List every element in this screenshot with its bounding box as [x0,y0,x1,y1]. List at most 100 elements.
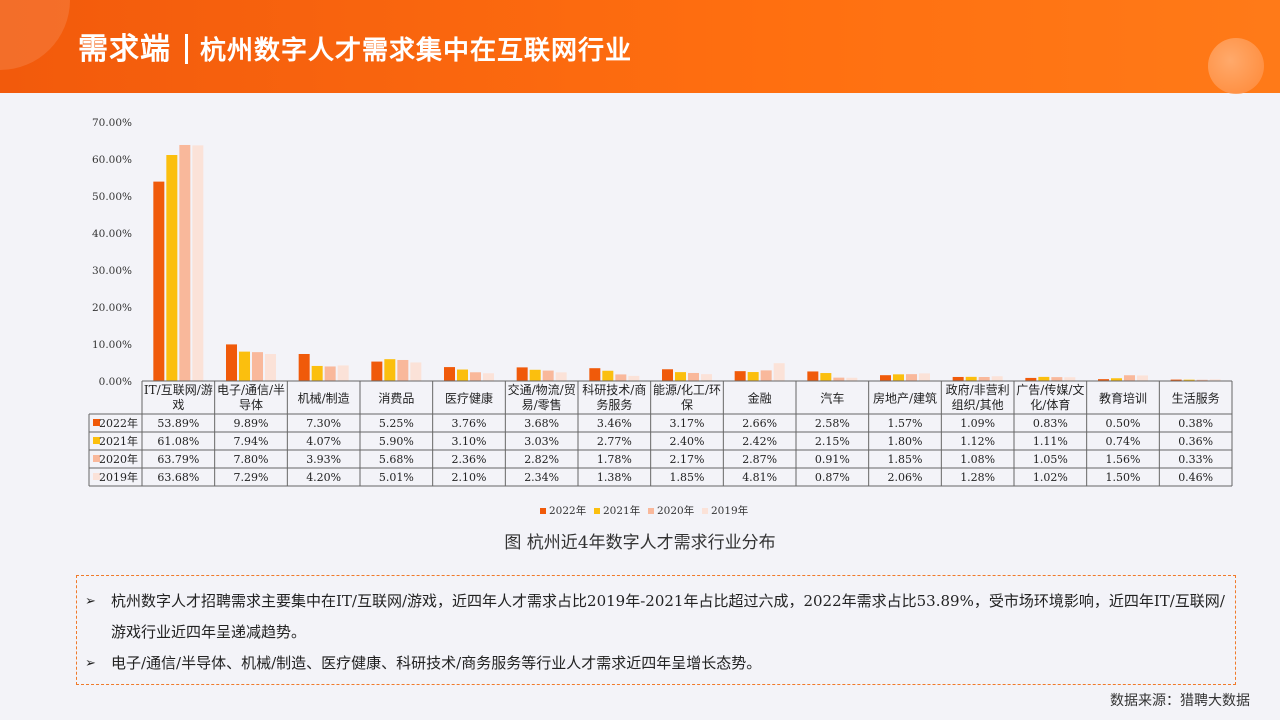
legend-key [702,508,708,514]
data-label: 1.02% [1033,471,1068,484]
data-label: 2.42% [742,435,777,448]
bar-2020年-7 [688,372,699,381]
bar-2020年-0 [179,144,191,381]
data-label: 2.36% [452,453,487,466]
category-label: 保 [681,398,693,412]
data-label: 63.79% [157,453,199,466]
category-label: 金融 [748,391,772,406]
data-label: 3.03% [524,435,559,448]
category-label: 房地产/建筑 [873,391,937,406]
data-label: 2.40% [670,435,705,448]
bar-2022年-0 [153,181,165,381]
bar-2022年-9 [807,371,819,381]
bar-2021年-3 [384,359,396,381]
legend-key [540,508,546,514]
category-label: 广告/传媒/文 [1016,382,1084,397]
data-label: 3.10% [452,435,487,448]
note-item: ➢ 电子/通信/半导体、机械/制造、医疗健康、科研技术/商务服务等行业人才需求近… [85,648,1227,679]
bar-2019年-10 [919,373,930,381]
data-label: 4.20% [306,471,341,484]
legend-key [594,508,600,514]
category-label: 能源/化工/环 [653,383,721,397]
title-separator [185,34,188,64]
data-label: 3.76% [452,417,487,430]
data-label: 2.66% [742,417,777,430]
bar-2019年-7 [701,374,712,381]
bar-2019年-8 [773,363,785,381]
chart-caption: 图 杭州近4年数字人才需求行业分布 [504,533,776,553]
bar-2021年-9 [820,373,832,381]
data-label: 0.38% [1178,417,1213,430]
data-label: 3.46% [597,417,632,430]
bar-2022年-5 [516,367,528,381]
data-label: 5.68% [379,453,414,466]
category-label: 医疗健康 [445,391,493,406]
row-series-label: 2019年 [99,470,138,484]
row-series-label: 2021年 [99,434,138,448]
data-label: 0.74% [1106,435,1141,448]
data-label: 4.07% [306,435,341,448]
row-series-label: 2020年 [99,452,138,466]
data-label: 1.50% [1106,471,1141,484]
data-label: 1.05% [1033,453,1068,466]
data-label: 3.17% [670,417,705,430]
bar-2021年-11 [965,376,977,381]
data-label: 0.46% [1178,471,1213,484]
notes-box: ➢ 杭州数字人才招聘需求主要集中在IT/互联网/游戏，近四年人才需求占比2019… [76,575,1236,685]
data-label: 9.89% [234,417,269,430]
bar-2019年-1 [265,354,276,381]
note-item: ➢ 杭州数字人才招聘需求主要集中在IT/互联网/游戏，近四年人才需求占比2019… [85,586,1227,648]
category-label: 组织/其他 [952,398,1004,412]
row-legend-key [93,419,100,426]
bar-2019年-3 [410,362,422,381]
bar-2019年-0 [192,145,204,381]
data-label: 4.81% [742,471,777,484]
category-label: 电子/通信/半 [217,383,285,397]
data-label: 0.33% [1178,453,1213,466]
bar-2022年-12 [1025,377,1037,381]
bar-2020年-13 [1124,375,1135,381]
category-label: 易/零售 [522,397,562,412]
category-label: 汽车 [820,391,844,406]
data-label: 1.11% [1033,435,1068,448]
page-title: 需求端 杭州数字人才需求集中在互联网行业 [78,24,632,68]
row-legend-key [93,455,100,462]
data-label: 2.10% [452,471,487,484]
data-label: 2.77% [597,435,632,448]
data-label: 53.89% [157,417,199,430]
bar-chart: 0.00% 10.00% 20.00% 30.00% 40.00% 50.00% 60.00… [88,117,1233,517]
data-label: 0.91% [815,453,850,466]
category-label: 务服务 [596,397,632,412]
bar-2022年-1 [226,344,237,381]
bar-2019年-5 [555,372,567,381]
bar-2019年-6 [628,375,640,381]
y-tick-label: 0.00% [99,376,132,388]
data-label: 7.29% [234,471,269,484]
data-label: 1.09% [960,417,995,430]
arrow-bullet-icon: ➢ [85,594,96,609]
bar-2021年-1 [239,351,250,381]
data-label: 5.25% [379,417,414,430]
data-source: 数据来源：猎聘大数据 [1110,693,1250,709]
bar-2020年-3 [397,359,409,381]
data-label: 3.93% [306,453,341,466]
data-label: 0.87% [815,471,850,484]
data-label: 2.58% [815,417,850,430]
bar-2020年-1 [252,352,263,381]
data-label: 2.15% [815,435,850,448]
y-tick-label: 20.00% [92,302,132,314]
category-label: 戏 [172,398,184,412]
data-label: 0.83% [1033,417,1068,430]
bar-2021年-12 [1038,376,1050,381]
data-label: 1.85% [670,471,705,484]
bar-2021年-0 [166,155,178,381]
category-label: 导体 [239,398,263,412]
bar-2020年-10 [906,374,917,381]
category-label: 交通/物流/贸 [508,382,576,397]
data-label: 63.68% [157,471,199,484]
data-label: 1.28% [960,471,995,484]
arrow-bullet-icon: ➢ [85,656,96,671]
category-label: 消费品 [378,392,414,406]
row-series-label: 2022年 [99,416,138,430]
legend-label: 2020年 [657,504,694,517]
